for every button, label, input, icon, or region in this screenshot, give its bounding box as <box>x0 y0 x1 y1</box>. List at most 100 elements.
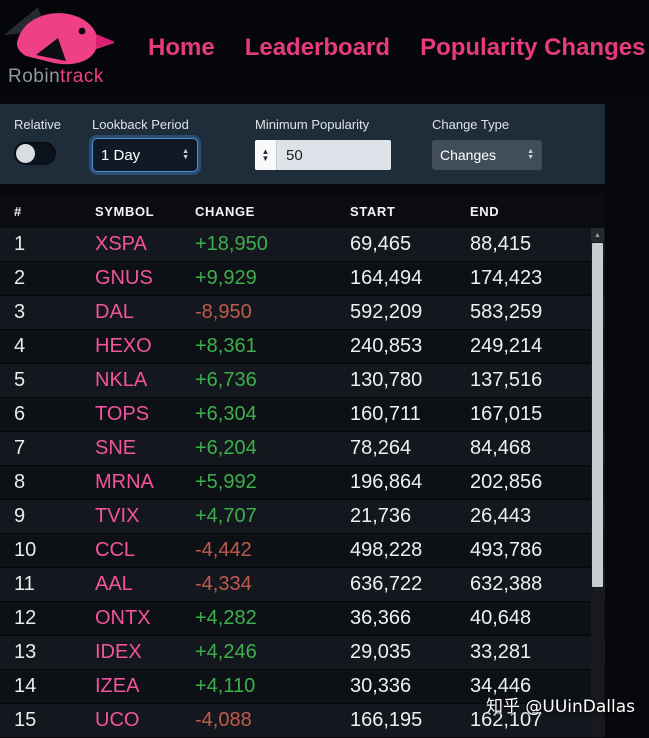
relative-toggle[interactable] <box>14 142 56 165</box>
table-row[interactable]: 11 AAL -4,334 636,722 632,388 <box>0 568 605 602</box>
table-row[interactable]: 14 IZEA +4,110 30,336 34,446 <box>0 670 605 704</box>
end-cell: 202,856 <box>470 471 543 493</box>
table-row[interactable]: 6 TOPS +6,304 160,711 167,015 <box>0 398 605 432</box>
rank-cell: 1 <box>14 233 26 255</box>
change-type-value: Changes <box>440 147 497 163</box>
start-cell: 160,711 <box>350 403 421 425</box>
scrollbar-thumb[interactable] <box>592 243 603 587</box>
rank-cell: 12 <box>14 607 37 629</box>
symbol-link[interactable]: SNE <box>95 437 137 459</box>
wordmark: Robintrack <box>8 66 104 88</box>
rank-cell: 13 <box>14 641 37 663</box>
table-row[interactable]: 8 MRNA +5,992 196,864 202,856 <box>0 466 605 500</box>
start-cell: 29,035 <box>350 641 412 663</box>
end-cell: 162,107 <box>470 709 543 731</box>
start-cell: 240,853 <box>350 335 423 357</box>
symbol-link[interactable]: AAL <box>95 573 133 595</box>
symbol-link[interactable]: MRNA <box>95 471 154 493</box>
column-header-symbol[interactable]: SYMBOL <box>95 203 155 219</box>
start-cell: 166,195 <box>350 709 423 731</box>
symbol-link[interactable]: TVIX <box>95 505 140 527</box>
change-cell: +4,110 <box>195 675 256 697</box>
start-cell: 21,736 <box>350 505 412 527</box>
symbol-link[interactable]: CCL <box>95 539 136 561</box>
watermark: 知乎 @UUinDallas <box>485 697 635 717</box>
stepper-arrows-icon[interactable]: ▲ ▼ <box>255 140 277 170</box>
table-row[interactable]: 7 SNE +6,204 78,264 84,468 <box>0 432 605 466</box>
start-cell: 78,264 <box>350 437 412 459</box>
rank-cell: 5 <box>14 369 26 391</box>
lookback-period-select[interactable]: 1 Day ▲ ▼ <box>92 138 198 172</box>
end-cell: 34,446 <box>470 675 532 697</box>
table-row[interactable]: 5 NKLA +6,736 130,780 137,516 <box>0 364 605 398</box>
filter-bar: Relative Lookback Period Minimum Popular… <box>0 104 605 184</box>
rank-cell: 9 <box>14 505 26 527</box>
symbol-link[interactable]: XSPA <box>95 233 147 255</box>
change-cell: -4,088 <box>195 709 252 731</box>
start-cell: 498,228 <box>350 539 423 561</box>
end-cell: 167,015 <box>470 403 543 425</box>
column-header-change[interactable]: CHANGE <box>195 203 255 219</box>
rank-cell: 2 <box>14 267 26 289</box>
symbol-link[interactable]: IDEX <box>95 641 142 663</box>
relative-label: Relative <box>14 117 61 132</box>
rank-cell: 11 <box>14 573 35 595</box>
end-cell: 26,443 <box>470 505 532 527</box>
end-cell: 40,648 <box>470 607 532 629</box>
table-row[interactable]: 3 DAL -8,950 592,209 583,259 <box>0 296 605 330</box>
vertical-scrollbar[interactable]: ▲ <box>591 228 604 737</box>
scroll-up-button[interactable]: ▲ <box>591 228 604 242</box>
minimum-popularity-input[interactable]: ▲ ▼ 50 <box>255 140 391 170</box>
change-cell: +8,361 <box>195 335 257 357</box>
start-cell: 636,722 <box>350 573 423 595</box>
table-row[interactable]: 1 XSPA +18,950 69,465 88,415 <box>0 228 605 262</box>
table-row[interactable]: 2 GNUS +9,929 164,494 174,423 <box>0 262 605 296</box>
start-cell: 30,336 <box>350 675 412 697</box>
toggle-knob <box>16 144 35 163</box>
main-nav: Home Leaderboard Popularity Changes <box>148 34 645 62</box>
symbol-link[interactable]: GNUS <box>95 267 153 289</box>
symbol-link[interactable]: IZEA <box>95 675 140 697</box>
table-row[interactable]: 12 ONTX +4,282 36,366 40,648 <box>0 602 605 636</box>
table-header: # SYMBOL CHANGE START END <box>0 194 605 228</box>
end-cell: 84,468 <box>470 437 532 459</box>
wordmark-secondary: track <box>60 66 104 87</box>
column-header-end[interactable]: END <box>470 203 500 219</box>
robintrack-logo[interactable]: Robintrack <box>0 0 148 96</box>
rank-cell: 10 <box>14 539 37 561</box>
table-row[interactable]: 9 TVIX +4,707 21,736 26,443 <box>0 500 605 534</box>
start-cell: 196,864 <box>350 471 423 493</box>
symbol-link[interactable]: HEXO <box>95 335 152 357</box>
change-cell: -8,950 <box>195 301 252 323</box>
end-cell: 493,786 <box>470 539 543 561</box>
column-header-start[interactable]: START <box>350 203 396 219</box>
start-cell: 164,494 <box>350 267 423 289</box>
change-type-label: Change Type <box>432 117 510 132</box>
symbol-link[interactable]: TOPS <box>95 403 150 425</box>
select-arrows-icon: ▲ ▼ <box>527 148 534 161</box>
rank-cell: 4 <box>14 335 26 357</box>
symbol-link[interactable]: UCO <box>95 709 140 731</box>
rank-cell: 8 <box>14 471 26 493</box>
change-cell: +5,992 <box>195 471 257 493</box>
select-arrows-icon: ▲ ▼ <box>182 148 189 161</box>
column-header-rank[interactable]: # <box>14 203 22 219</box>
rank-cell: 6 <box>14 403 26 425</box>
nav-item-home[interactable]: Home <box>148 34 215 61</box>
wordmark-primary: Robin <box>8 66 61 87</box>
table-row[interactable]: 13 IDEX +4,246 29,035 33,281 <box>0 636 605 670</box>
change-cell: +4,246 <box>195 641 257 663</box>
minimum-popularity-value: 50 <box>286 146 303 164</box>
change-cell: +9,929 <box>195 267 257 289</box>
symbol-link[interactable]: DAL <box>95 301 134 323</box>
start-cell: 592,209 <box>350 301 423 323</box>
change-type-select[interactable]: Changes ▲ ▼ <box>432 140 542 170</box>
change-cell: -4,334 <box>195 573 252 595</box>
nav-item-leaderboard[interactable]: Leaderboard <box>244 34 391 61</box>
nav-item-popularity-changes[interactable]: Popularity Changes <box>420 34 646 61</box>
symbol-link[interactable]: NKLA <box>95 369 148 391</box>
top-nav-bar: Robintrack Home Leaderboard Popularity C… <box>0 0 649 96</box>
symbol-link[interactable]: ONTX <box>95 607 151 629</box>
table-row[interactable]: 10 CCL -4,442 498,228 493,786 <box>0 534 605 568</box>
table-row[interactable]: 4 HEXO +8,361 240,853 249,214 <box>0 330 605 364</box>
